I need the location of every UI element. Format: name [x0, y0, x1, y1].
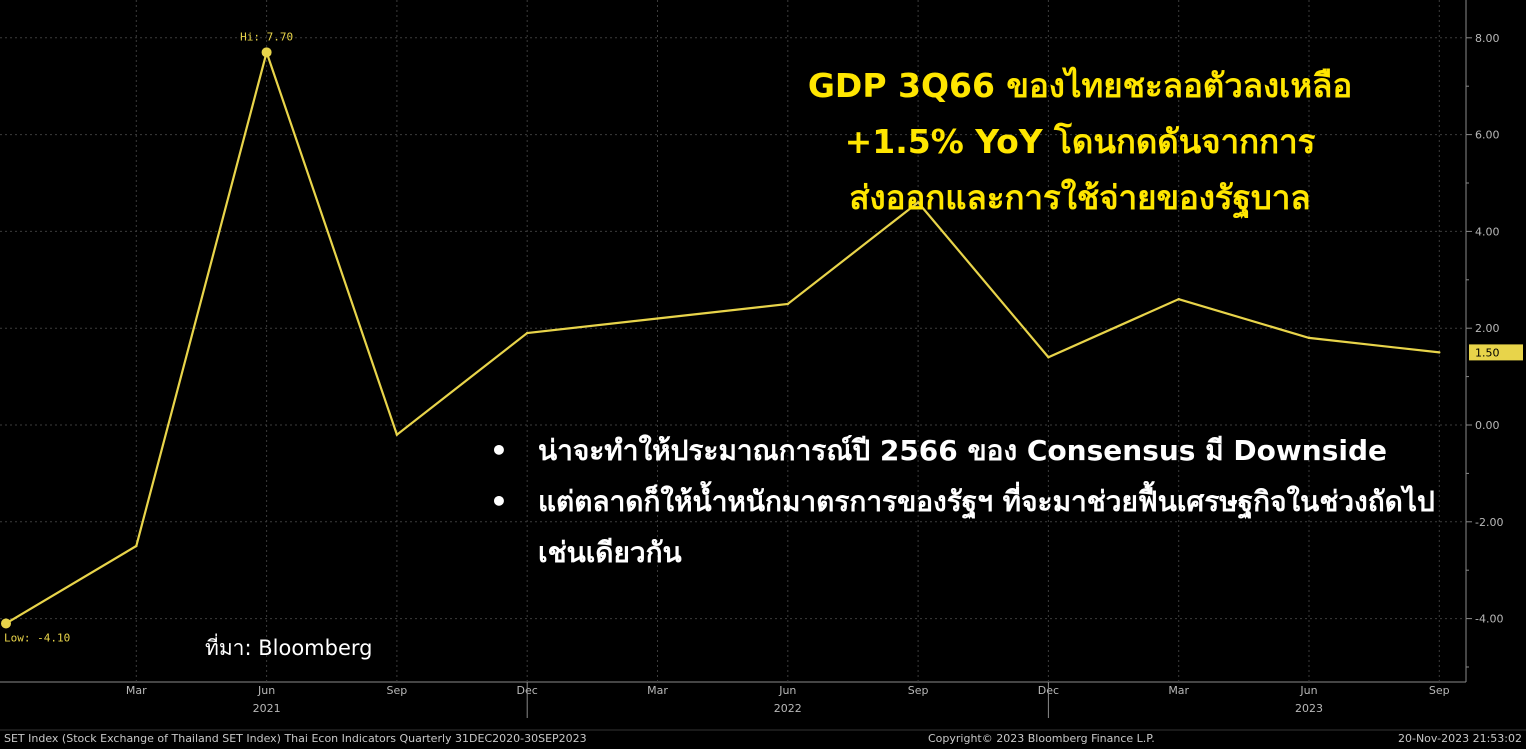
last-value-label: 1.50	[1475, 346, 1500, 359]
chart-title: GDP 3Q66 ของไทยชะลอตัวลงเหลือ +1.5% YoY …	[700, 58, 1460, 226]
x-tick-label: Mar	[126, 684, 147, 697]
bullet-text: แต่ตลาดก็ให้น้ำหนักมาตรการของรัฐฯ ที่จะม…	[538, 485, 1435, 569]
y-tick-label: 8.00	[1475, 32, 1500, 45]
x-tick-label: Mar	[647, 684, 668, 697]
series-line	[5, 48, 1440, 625]
title-line-3: ส่งออกและการใช้จ่ายของรัฐบาล	[849, 178, 1311, 217]
footer-right: 20-Nov-2023 21:53:02	[1398, 732, 1522, 745]
y-tick-label: 2.00	[1475, 322, 1500, 335]
x-year-label: 2023	[1295, 702, 1323, 715]
source-note: ที่มา: Bloomberg	[205, 636, 373, 660]
y-tick-label: 0.00	[1475, 419, 1500, 432]
y-tick-label: 4.00	[1475, 225, 1500, 238]
last-value-tag	[1469, 344, 1523, 361]
low-label: Low: -4.10	[4, 631, 70, 644]
data-point	[395, 433, 399, 436]
title-line-1: GDP 3Q66 ของไทยชะลอตัวลงเหลือ	[807, 66, 1353, 105]
data-point	[786, 302, 789, 306]
data-point	[135, 544, 138, 548]
x-tick-label: Jun	[778, 684, 796, 697]
hi-label: Hi: 7.70	[240, 30, 293, 43]
x-tick-label: Sep	[387, 684, 408, 697]
title-line-2: +1.5% YoY โดนกดดันจากการ	[844, 122, 1316, 161]
x-tick-label: Sep	[1429, 684, 1450, 697]
data-point	[1177, 297, 1180, 301]
bullet-marker: •	[490, 485, 508, 518]
x-tick-label: Sep	[908, 684, 929, 697]
bullet-marker: •	[490, 434, 508, 467]
bullet-list: • น่าจะทำให้ประมาณการณ์ปี 2566 ของ Conse…	[490, 425, 1450, 578]
low-marker	[1, 618, 11, 629]
data-point	[1438, 351, 1441, 354]
data-point	[526, 331, 529, 335]
x-tick-label: Mar	[1168, 684, 1189, 697]
data-point	[1307, 336, 1311, 340]
y-tick-label: 6.00	[1475, 129, 1500, 142]
hi-marker	[261, 47, 272, 58]
x-tick-label: Jun	[1299, 684, 1317, 697]
data-point	[1047, 356, 1050, 359]
x-year-label: 2021	[253, 702, 281, 715]
x-tick-label: Jun	[257, 684, 275, 697]
data-point	[916, 201, 920, 204]
bullet-item: • แต่ตลาดก็ให้น้ำหนักมาตรการของรัฐฯ ที่จ…	[490, 476, 1450, 578]
data-point	[656, 317, 659, 320]
y-tick-label: -2.00	[1475, 516, 1503, 529]
footer-left: SET Index (Stock Exchange of Thailand SE…	[4, 732, 587, 745]
y-tick-label: -4.00	[1475, 613, 1503, 626]
bullet-text: น่าจะทำให้ประมาณการณ์ปี 2566 ของ Consens…	[538, 434, 1387, 467]
bullet-item: • น่าจะทำให้ประมาณการณ์ปี 2566 ของ Conse…	[490, 425, 1450, 476]
x-year-label: 2022	[774, 702, 802, 715]
footer-center: Copyright© 2023 Bloomberg Finance L.P.	[928, 732, 1155, 745]
